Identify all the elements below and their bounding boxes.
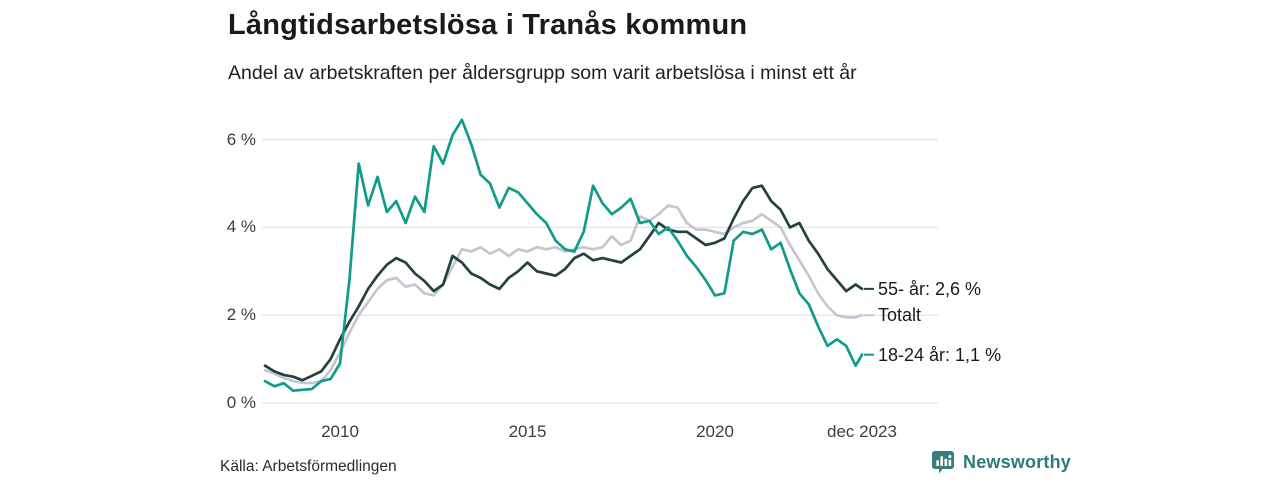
source-note: Källa: Arbetsförmedlingen bbox=[220, 458, 397, 475]
series-line-55-r bbox=[263, 184, 864, 382]
series-end-label: 18-24 år: 1,1 % bbox=[878, 344, 1002, 365]
series-end-label: Totalt bbox=[878, 305, 922, 326]
x-tick-label: 2015 bbox=[508, 422, 547, 441]
newsworthy-icon bbox=[932, 451, 954, 474]
page-title: Långtidsarbetslösa i Tranås kommun bbox=[228, 9, 748, 41]
y-tick-label: 4 % bbox=[226, 217, 256, 237]
y-tick-label: 0 % bbox=[226, 393, 256, 412]
y-tick-label: 2 % bbox=[226, 305, 256, 325]
x-tick-label: 2020 bbox=[696, 422, 734, 441]
y-tick-label: 6 % bbox=[226, 129, 256, 149]
x-tick-label: dec 2023 bbox=[827, 422, 897, 441]
newsworthy-logo: Newsworthy bbox=[931, 450, 1071, 474]
x-tick-label: 2010 bbox=[321, 422, 359, 441]
brand-name: Newsworthy bbox=[963, 451, 1072, 472]
series-end-label: 55- år: 2,6 % bbox=[878, 278, 982, 299]
page-subtitle: Andel av arbetskraften per åldersgrupp s… bbox=[228, 62, 857, 84]
series-line-totalt bbox=[263, 204, 864, 385]
series-line-18-24-r bbox=[263, 118, 864, 393]
